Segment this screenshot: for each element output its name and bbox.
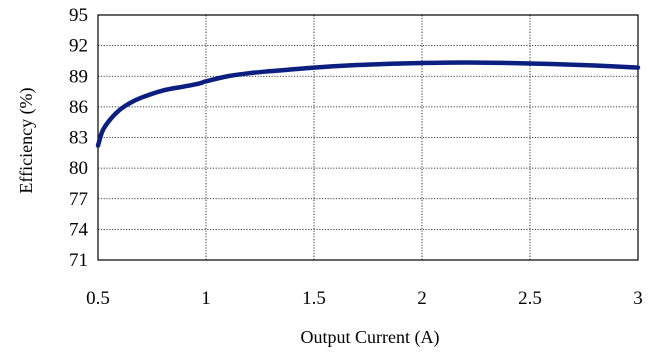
x-tick-label: 2: [417, 288, 427, 309]
x-axis-tick-labels: 0.5 1 1.5 2 2.5 3: [86, 288, 643, 309]
x-tick-label: 1.5: [302, 288, 326, 309]
y-tick-label: 95: [69, 5, 88, 26]
y-axis-tick-labels: 71 74 77 80 83 86 89 92 95: [69, 5, 89, 271]
efficiency-series-line: [95, 60, 641, 148]
x-tick-label: 2.5: [518, 288, 542, 309]
y-tick-label: 92: [69, 36, 88, 57]
y-tick-label: 83: [69, 128, 88, 149]
series-layer: [95, 60, 641, 148]
x-tick-label: 0.5: [86, 288, 110, 309]
y-tick-label: 77: [69, 189, 88, 210]
grid-lines: [98, 15, 638, 260]
y-tick-label: 80: [69, 158, 88, 179]
y-axis-title: Efficiency (%): [16, 87, 37, 193]
y-tick-label: 74: [69, 219, 89, 240]
y-tick-label: 86: [69, 97, 88, 118]
y-tick-label: 89: [69, 66, 88, 87]
x-tick-label: 3: [633, 288, 643, 309]
x-axis-title: Output Current (A): [301, 327, 440, 348]
y-tick-label: 71: [69, 250, 88, 271]
x-tick-label: 1: [201, 288, 211, 309]
